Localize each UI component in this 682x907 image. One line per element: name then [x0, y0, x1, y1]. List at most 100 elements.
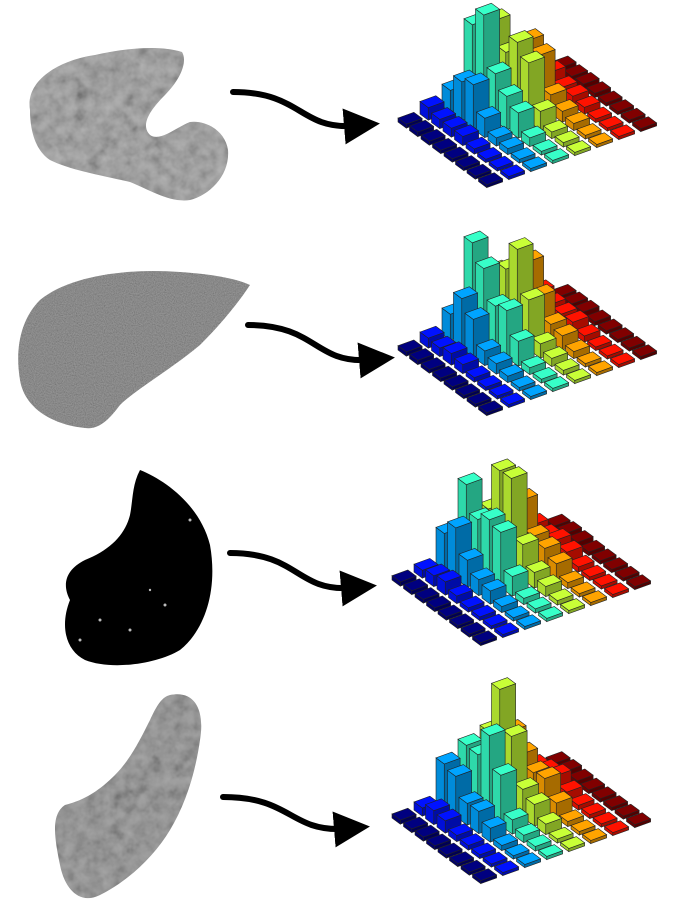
bar-face [580, 802, 607, 816]
bar-face [581, 590, 608, 603]
bar-face [465, 136, 491, 150]
bar-face [548, 826, 574, 840]
bar-face [509, 329, 535, 342]
bar-face [576, 123, 602, 136]
bar-face [448, 613, 475, 626]
bar-face [480, 723, 506, 736]
bar-face [532, 139, 558, 152]
bar-face [587, 360, 614, 373]
bar-face [559, 836, 586, 849]
bar-face [597, 90, 623, 104]
bar-face [491, 520, 518, 533]
bar-face [515, 852, 542, 865]
bar-face [558, 809, 585, 822]
bar-face [420, 357, 446, 370]
bar-face [575, 95, 601, 108]
bar-face [459, 595, 485, 609]
bar-face [457, 472, 483, 485]
bar-face [476, 374, 503, 388]
bar-face [521, 156, 548, 169]
bar-face [562, 64, 589, 77]
bar-face [490, 677, 517, 690]
bar-face [466, 163, 492, 177]
bar-face [579, 777, 606, 791]
bar-face [541, 312, 568, 325]
bar-face [514, 586, 541, 599]
bar-face [492, 833, 519, 846]
bar-face [609, 124, 636, 137]
bar-face [490, 458, 517, 472]
bar-face [502, 724, 528, 737]
bar-face [443, 146, 469, 160]
bar-face [420, 129, 446, 142]
bar-face [570, 581, 596, 595]
bar-face [509, 100, 535, 114]
bar-face [553, 323, 579, 337]
histograms [391, 2, 658, 885]
bar-face [542, 346, 569, 359]
bar-face [419, 95, 445, 108]
bar-face [586, 106, 613, 120]
bar-face [508, 30, 534, 43]
bar-face [413, 558, 439, 571]
bar-face [574, 72, 600, 85]
bar-face [499, 164, 526, 177]
bar-face [442, 116, 468, 129]
bar-face [453, 352, 480, 366]
bar-face [465, 365, 491, 378]
bar-face [620, 335, 646, 349]
bar-face [481, 578, 507, 592]
bar-face [447, 823, 474, 836]
bar-face [504, 843, 530, 857]
bar-face [541, 82, 568, 96]
bar-face [402, 578, 429, 592]
bar-face [520, 355, 547, 369]
bar-face [532, 367, 558, 380]
speckles [78, 518, 192, 642]
bar-face [486, 61, 512, 75]
bar-face [568, 768, 594, 782]
bar-face [585, 309, 612, 323]
bar-face [557, 779, 584, 793]
bar-face [564, 111, 591, 124]
bar-face [443, 374, 469, 388]
bar-face [437, 604, 463, 618]
bar-face [464, 307, 490, 320]
bar-face [521, 384, 548, 397]
bar-face [565, 368, 592, 381]
bar-face [408, 348, 435, 361]
bar-face [581, 828, 608, 841]
bar-face [548, 588, 574, 601]
histogram-3d [397, 2, 658, 189]
bar-face [453, 291, 463, 350]
bar-face [531, 331, 557, 345]
bar-face [508, 237, 534, 250]
bar-face [614, 565, 640, 579]
bar-face [592, 573, 618, 587]
bar-face [475, 338, 502, 352]
bar-face [499, 392, 526, 405]
bar-face [502, 466, 528, 479]
histogram-3d [391, 458, 652, 647]
bar-face [526, 834, 552, 847]
bar-face [477, 400, 504, 413]
bar-face [498, 136, 525, 150]
bar-face [460, 621, 486, 635]
bar-face [481, 816, 507, 829]
bar-face [569, 554, 595, 568]
bar-face [497, 298, 524, 311]
bar-face [535, 536, 562, 549]
bar-face [513, 777, 540, 790]
bar-face [585, 81, 612, 94]
bar-face [576, 351, 602, 364]
bar-face [598, 343, 624, 357]
bar-face [543, 148, 570, 161]
bar-face [469, 799, 496, 812]
bar-face [537, 844, 564, 857]
bar-face [480, 507, 506, 521]
bar-face [554, 358, 580, 371]
bar-face [519, 287, 546, 301]
bar-face [469, 567, 496, 580]
bar-face [591, 786, 617, 799]
bar-face [631, 344, 658, 357]
